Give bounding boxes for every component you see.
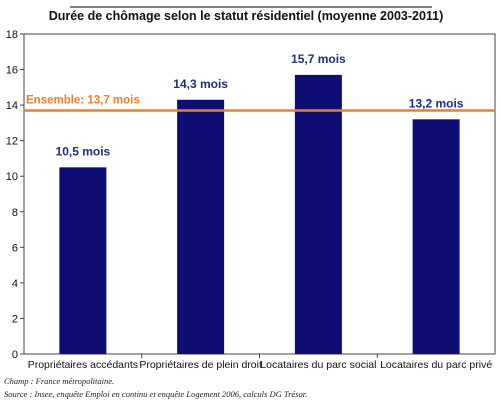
- x-tick-label: Locataires du parc social: [260, 359, 376, 371]
- chart-title: Durée de chômage selon le statut résiden…: [49, 9, 444, 23]
- y-tick-label: 6: [12, 242, 18, 254]
- y-tick-label: 8: [12, 207, 18, 219]
- y-tick-label: 14: [6, 100, 18, 112]
- field-note: Champ : France métropolitaine.: [4, 376, 115, 386]
- data-label: 14,3 mois: [173, 77, 228, 91]
- bar-1: [59, 167, 107, 354]
- reference-line-label: Ensemble: 13,7 mois: [26, 94, 140, 106]
- x-tick-label: Locataires du parc privé: [380, 359, 492, 371]
- bar-4: [412, 119, 460, 354]
- y-tick-label: 10: [6, 171, 18, 183]
- y-tick-label: 16: [6, 65, 18, 77]
- data-label: 10,5 mois: [56, 144, 111, 158]
- y-tick-label: 4: [12, 278, 18, 290]
- y-tick-label: 12: [6, 136, 18, 148]
- bar-3: [294, 74, 342, 354]
- data-label: 15,7 mois: [291, 52, 346, 66]
- source-note: Source : Insee, enquête Emploi en contin…: [4, 389, 308, 399]
- bar-2: [177, 99, 225, 355]
- y-tick-label: 2: [12, 313, 18, 325]
- y-tick-label: 0: [12, 349, 18, 361]
- y-tick-label: 18: [6, 29, 18, 41]
- data-label: 13,2 mois: [409, 96, 464, 110]
- x-tick-label: Propriétaires de plein droit: [139, 359, 262, 371]
- x-tick-label: Propriétaires accédants: [28, 359, 138, 371]
